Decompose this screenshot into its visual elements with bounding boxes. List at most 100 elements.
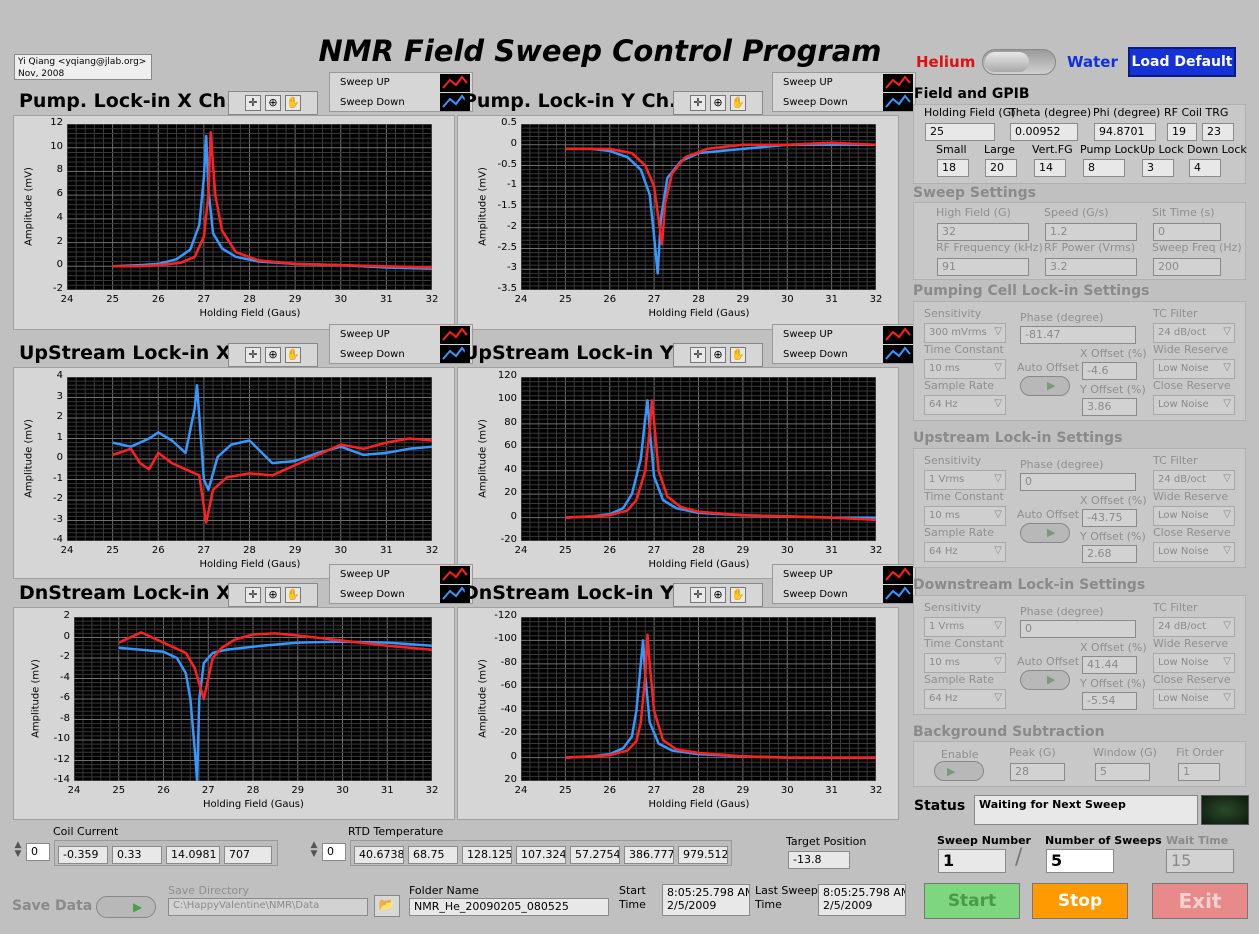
save-data-toggle[interactable]: ▶ [96,896,156,918]
last-time-text: 8:05:25.798 AM [823,886,906,899]
y-tick-label: -6 [60,692,70,703]
auto-offset-button[interactable]: ▶ [1020,523,1070,543]
theta-input[interactable]: 0.00952 [1010,123,1078,141]
hand-pan-icon[interactable]: ✋ [730,347,746,363]
folder-name-input[interactable]: NMR_He_20090205_080525 [409,898,609,916]
rf-freq-label: RF Frequency (kHz) [936,241,1043,254]
rtd-index-spinner[interactable]: ▲ ▼ [310,840,318,859]
zoom-icon[interactable]: ⊕ [265,587,281,603]
coil-index-spinner[interactable]: ▲ ▼ [14,840,22,859]
pumplock-input[interactable]: 8 [1083,159,1125,177]
browse-folder-icon[interactable]: 📂 [374,895,400,917]
rf-coil-a-input[interactable]: 19 [1167,123,1197,141]
hand-pan-icon[interactable]: ✋ [285,587,301,603]
wide-reserve-dropdown[interactable]: Low Noise [1153,653,1235,673]
close-reserve-dropdown[interactable]: Low Noise [1153,542,1235,562]
holding-field-input[interactable]: 25 [925,123,995,141]
x-tick-label: 32 [425,294,439,305]
chart-plot-dn_x[interactable] [74,617,432,781]
rf-power-input[interactable]: 3.2 [1045,258,1137,276]
zoom-icon[interactable]: ⊕ [265,95,281,111]
crosshair-icon[interactable]: ✛ [690,587,706,603]
num-sweeps-input[interactable]: 5 [1046,849,1114,873]
coil-index-input[interactable]: 0 [26,843,50,861]
chart-plot-dn_y[interactable] [521,617,876,781]
speed-input[interactable]: 1.2 [1045,223,1137,241]
phi-input[interactable]: 94.8701 [1094,123,1156,141]
zoom-icon[interactable]: ⊕ [710,587,726,603]
vertfg-input[interactable]: 14 [1034,159,1066,177]
small-input[interactable]: 18 [937,159,969,177]
high-field-input[interactable]: 32 [937,223,1029,241]
phase-input[interactable]: 0 [1020,473,1136,491]
zoom-icon[interactable]: ⊕ [265,347,281,363]
bg-window-input[interactable]: 5 [1095,763,1150,781]
hand-pan-icon[interactable]: ✋ [730,587,746,603]
chart-plot-up_y[interactable] [521,377,876,541]
bg-fit-order-input[interactable]: 1 [1178,763,1220,781]
sample-rate-dropdown[interactable]: 64 Hz [924,395,1006,415]
time-constant-dropdown[interactable]: 10 ms [924,653,1006,673]
sample-rate-dropdown[interactable]: 64 Hz [924,689,1006,709]
crosshair-icon[interactable]: ✛ [690,95,706,111]
hand-pan-icon[interactable]: ✋ [285,347,301,363]
x-tick-label: 25 [106,545,119,556]
phase-label: Phase (degree) [1020,458,1104,471]
large-input[interactable]: 20 [985,159,1017,177]
phase-input[interactable]: -81.47 [1020,326,1136,344]
helium-water-toggle[interactable] [982,49,1056,75]
chart-plot-up_x[interactable] [67,377,432,541]
auto-offset-button[interactable]: ▶ [1020,376,1070,396]
tc-filter-dropdown[interactable]: 24 dB/oct [1153,470,1235,490]
crosshair-icon[interactable]: ✛ [245,95,261,111]
uplock-input[interactable]: 3 [1142,159,1174,177]
y-offset-input[interactable]: 2.68 [1082,545,1137,563]
tc-filter-dropdown[interactable]: 24 dB/oct [1153,323,1235,343]
time-constant-dropdown[interactable]: 10 ms [924,506,1006,526]
start-button[interactable]: Start [924,883,1020,919]
legend-down-label: Sweep Down [783,97,848,108]
zoom-icon[interactable]: ⊕ [710,95,726,111]
hand-pan-icon[interactable]: ✋ [730,95,746,111]
series-sweep-up-line [565,399,876,522]
x-offset-input[interactable]: 41.44 [1082,656,1137,674]
crosshair-icon[interactable]: ✛ [245,587,261,603]
rf-freq-input[interactable]: 91 [937,258,1029,276]
sensitivity-dropdown[interactable]: 300 mVrms [924,323,1006,343]
crosshair-icon[interactable]: ✛ [690,347,706,363]
y-offset-input[interactable]: 3.86 [1082,398,1137,416]
y-tick-label: -4 [60,671,70,683]
x-offset-label: X Offset (%) [1080,641,1147,654]
downlock-input[interactable]: 4 [1189,159,1221,177]
close-reserve-dropdown[interactable]: Low Noise [1153,395,1235,415]
x-offset-input[interactable]: -4.6 [1082,362,1137,380]
auto-offset-button[interactable]: ▶ [1020,670,1070,690]
sensitivity-dropdown[interactable]: 1 Vrms [924,470,1006,490]
crosshair-icon[interactable]: ✛ [245,347,261,363]
zoom-icon[interactable]: ⊕ [710,347,726,363]
x-offset-input[interactable]: -43.75 [1082,509,1137,527]
tc-filter-dropdown[interactable]: 24 dB/oct [1153,617,1235,637]
y-offset-input[interactable]: -5.54 [1082,692,1137,710]
stop-button[interactable]: Stop [1032,883,1128,919]
chart-plot-pump_x[interactable] [67,124,432,290]
wide-reserve-dropdown[interactable]: Low Noise [1153,359,1235,379]
bg-enable-toggle[interactable]: ▶ [934,761,984,781]
load-default-button[interactable]: Load Default [1128,47,1236,77]
phase-input[interactable]: 0 [1020,620,1136,638]
chart-plot-pump_y[interactable] [521,124,876,290]
hand-pan-icon[interactable]: ✋ [285,95,301,111]
wait-time-input[interactable]: 15 [1166,849,1234,873]
bg-peak-input[interactable]: 28 [1010,763,1065,781]
wide-reserve-dropdown[interactable]: Low Noise [1153,506,1235,526]
rtd-index-input[interactable]: 0 [322,843,346,861]
sit-time-input[interactable]: 0 [1153,223,1221,241]
sample-rate-dropdown[interactable]: 64 Hz [924,542,1006,562]
close-reserve-dropdown[interactable]: Low Noise [1153,689,1235,709]
sensitivity-dropdown[interactable]: 1 Vrms [924,617,1006,637]
exit-button[interactable]: Exit [1152,883,1248,919]
rf-coil-b-input[interactable]: 23 [1202,123,1234,141]
time-constant-dropdown[interactable]: 10 ms [924,359,1006,379]
sweep-freq-input[interactable]: 200 [1153,258,1221,276]
save-dir-input[interactable]: C:\HappyValentine\NMR\Data [168,898,368,916]
